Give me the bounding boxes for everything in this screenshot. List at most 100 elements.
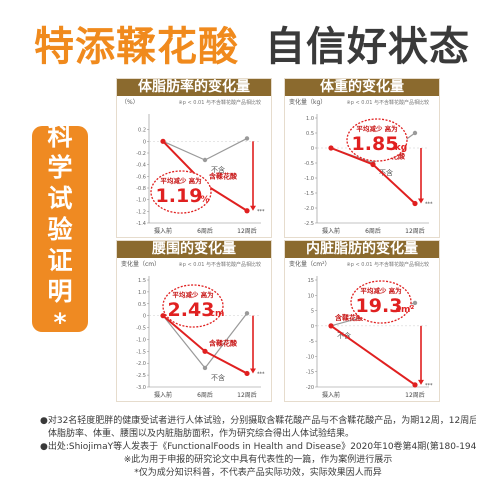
y-tick-label: 10 xyxy=(308,293,314,299)
chart-body-fat: （%） ※p < 0.01 与不含鞣花酸产品相比较 0.2 0 -0.2 -0.4 -0.6… xyxy=(121,99,265,235)
x-tick-label: 摄入前 xyxy=(154,227,172,235)
footnote-source: ●出处:ShiojimaY等人发表于《FunctionalFoods in He… xyxy=(40,442,476,452)
callout-label: 平均减少 高为 xyxy=(360,286,401,295)
footnote-representative: ※此为用于申报的研究论文中具有代表性的一篇，作为案例进行展示 xyxy=(123,455,393,465)
series-label: 不含 xyxy=(211,373,225,382)
y-tick-label: -0.5 xyxy=(304,161,314,167)
scientific-proof-badge: 科 学 试 验 证 明 * xyxy=(32,122,88,337)
y-tick-label: -2.0 xyxy=(136,361,146,367)
badge-char: 试 xyxy=(47,183,73,213)
y-tick-label: -3.0 xyxy=(136,385,146,391)
panel-title: 体脂肪率的变化量 xyxy=(117,79,271,96)
data-point xyxy=(370,161,376,168)
y-tick-label: -2.0 xyxy=(304,206,314,212)
x-tick-label: 摄入前 xyxy=(322,227,340,235)
y-unit-label: 变化量（cm） xyxy=(121,260,160,268)
panel-title: 腰围的变化量 xyxy=(117,241,271,258)
y-tick-label: -1.5 xyxy=(136,349,146,355)
y-tick-label: -1.4 xyxy=(136,221,146,227)
significance-marker: *** xyxy=(257,209,265,215)
data-point xyxy=(244,136,250,141)
y-tick-label: -1.2 xyxy=(136,209,146,215)
badge-char: 证 xyxy=(47,245,73,275)
significance-marker: *** xyxy=(425,202,433,208)
badge-char: 科 xyxy=(47,121,73,151)
callout-bubble xyxy=(346,118,408,162)
y-tick-label: -20 xyxy=(306,385,314,391)
decrease-arrow-head xyxy=(418,379,424,385)
y-tick-label: -1.0 xyxy=(304,176,314,182)
chart-weight: 变化量（kg） ※p < 0.01 与不含鞣花酸产品相比较 1.0 0.5 0 -0.5 -… xyxy=(289,98,433,235)
data-point xyxy=(328,323,334,329)
badge-char: 明 xyxy=(47,276,73,306)
badge-char: 学 xyxy=(47,152,73,182)
y-unit-label: 变化量（kg） xyxy=(289,98,326,106)
x-tick-label: 6周后 xyxy=(365,227,381,235)
callout-value: 2.43 xyxy=(168,299,215,321)
chart-panel-visceral-fat: 内脏脂肪的变化量 变化量（cm²） ※p < 0.01 与不含鞣花酸产品相比较 15… xyxy=(284,240,440,402)
significance-marker: *** xyxy=(257,371,265,377)
data-point xyxy=(412,300,418,306)
significance-note: ※p < 0.01 与不含鞣花酸产品相比较 xyxy=(179,261,261,268)
y-tick-label: 15 xyxy=(308,278,314,284)
x-tick-label: 12周后 xyxy=(405,227,425,235)
headline-ingredient: 特添鞣花酸 xyxy=(34,24,239,70)
data-point xyxy=(244,208,250,214)
y-tick-label: -15 xyxy=(306,370,314,376)
x-tick-label: 6周后 xyxy=(197,227,213,235)
y-tick-label: -0.4 xyxy=(136,163,146,169)
x-tick-label: 摄入前 xyxy=(154,391,172,399)
decrease-arrow-head xyxy=(250,205,256,211)
badge-char: 验 xyxy=(47,214,73,244)
y-tick-label: -2.5 xyxy=(304,221,314,227)
y-tick-label: -2.5 xyxy=(136,373,146,379)
callout-unit: cm² xyxy=(396,305,415,315)
footnote-disclaimer: *仅为成分知识科普，不代表产品实际功效，实际效果因人而异 xyxy=(134,468,382,478)
y-tick-label: -1.0 xyxy=(136,198,146,204)
decrease-arrow-head xyxy=(418,198,424,204)
chart-panel-body-fat: 体脂肪率的变化量 （%） ※p < 0.01 与不含鞣花酸产品相比较 0.2 0 -0.… xyxy=(116,78,272,238)
chart-waist: 变化量（cm） ※p < 0.01 与不含鞣花酸产品相比较 1.5 1.0 0.5 0 -0… xyxy=(121,260,265,399)
significance-note: ※p < 0.01 与不含鞣花酸产品相比较 xyxy=(347,261,429,268)
y-tick-label: -0.5 xyxy=(136,326,146,332)
y-tick-label: 0.2 xyxy=(138,128,146,134)
data-point xyxy=(244,311,250,316)
series-label: 不含 xyxy=(211,165,225,174)
data-point xyxy=(202,365,208,371)
y-tick-label: 1.0 xyxy=(138,290,146,296)
footnote-study: ●对32名轻度肥胖的健康受试者进行人体试验，分别摄取含鞣花酸产品与不含鞣花酸产品… xyxy=(40,416,476,426)
x-tick-label: 6周后 xyxy=(197,391,213,399)
chart-panel-weight: 体重的变化量 变化量（kg） ※p < 0.01 与不含鞣花酸产品相比较 1.0 0.… xyxy=(284,78,440,238)
y-tick-label: 0.5 xyxy=(306,131,314,137)
series-line-control xyxy=(162,137,248,161)
y-tick-label: -10 xyxy=(306,354,314,360)
data-point xyxy=(412,200,418,207)
panel-title: 体重的变化量 xyxy=(285,79,439,96)
data-point xyxy=(244,370,250,377)
y-tick-label: 1.5 xyxy=(138,278,146,284)
badge-char: * xyxy=(53,307,67,337)
callout-unit: % xyxy=(200,195,209,205)
y-tick-label: 1.0 xyxy=(306,116,314,122)
decrease-arrow-head xyxy=(250,368,256,374)
callout-value: 1.85 xyxy=(352,133,399,155)
y-tick-label: -0.6 xyxy=(136,174,146,180)
callout-bubble xyxy=(350,280,412,324)
y-tick-label: 0 xyxy=(311,146,314,152)
series-label: 含鞣花酸 xyxy=(209,338,238,347)
y-tick-label: -5 xyxy=(309,339,314,345)
callout-bubble xyxy=(150,170,212,214)
callout-value: 19.3 xyxy=(356,295,403,317)
significance-note: ※p < 0.01 与不含鞣花酸产品相比较 xyxy=(347,99,429,106)
y-unit-label: 变化量（cm²） xyxy=(289,260,331,268)
y-tick-label: 0 xyxy=(143,139,146,145)
y-unit-label: （%） xyxy=(121,99,139,106)
data-point xyxy=(412,130,418,136)
footnote-study-cont: 体脂肪率、体重、腰围以及内脏脂肪面积，作为研究综合得出人体试验结果。 xyxy=(48,429,355,439)
data-point xyxy=(202,348,208,354)
y-tick-label: -0.2 xyxy=(136,151,146,157)
series-label: 含鞣花酸 xyxy=(209,172,238,181)
chart-panel-waist: 腰围的变化量 变化量（cm） ※p < 0.01 与不含鞣花酸产品相比较 1.5 1.… xyxy=(116,240,272,402)
callout-unit: cm xyxy=(210,309,225,319)
callout-value: 1.19 xyxy=(156,185,203,207)
